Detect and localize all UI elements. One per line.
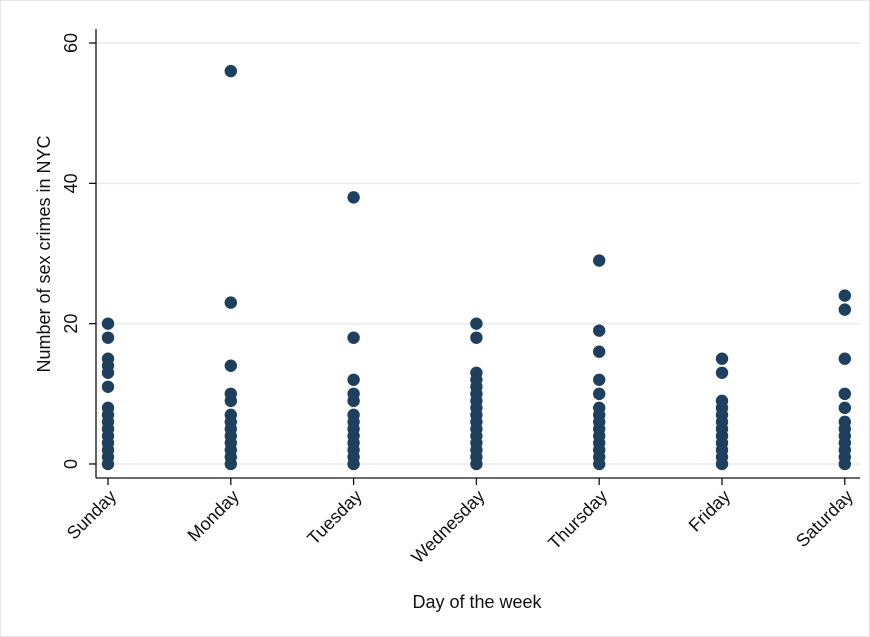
point	[838, 387, 851, 401]
point	[101, 401, 115, 415]
x-axis-label: Day of the week	[412, 592, 542, 612]
point	[838, 401, 851, 415]
point	[838, 303, 851, 316]
point	[224, 359, 237, 372]
point	[101, 380, 115, 393]
y-tick-label: 20	[61, 314, 81, 334]
point	[838, 352, 851, 365]
point	[224, 408, 237, 422]
point	[593, 387, 606, 401]
point	[593, 373, 606, 386]
point	[101, 352, 115, 365]
point	[593, 324, 606, 337]
point	[347, 331, 360, 344]
point	[470, 331, 483, 344]
point	[347, 408, 360, 422]
point	[838, 415, 851, 429]
point	[715, 352, 729, 365]
y-tick-label: 60	[61, 33, 81, 53]
point	[347, 191, 360, 204]
point	[593, 345, 606, 358]
point	[224, 296, 237, 309]
point	[593, 254, 606, 267]
point	[470, 366, 483, 379]
y-axis-label: Number of sex crimes in NYC	[34, 135, 54, 372]
point	[347, 387, 360, 401]
point	[715, 366, 729, 379]
point	[101, 331, 115, 344]
point	[470, 317, 483, 330]
point	[101, 317, 115, 330]
point	[593, 401, 606, 415]
point	[715, 394, 729, 408]
point	[224, 387, 237, 401]
y-tick-label: 40	[61, 173, 81, 193]
point	[224, 64, 237, 78]
y-tick-label: 0	[61, 459, 81, 469]
point	[347, 373, 360, 386]
point	[838, 289, 851, 302]
